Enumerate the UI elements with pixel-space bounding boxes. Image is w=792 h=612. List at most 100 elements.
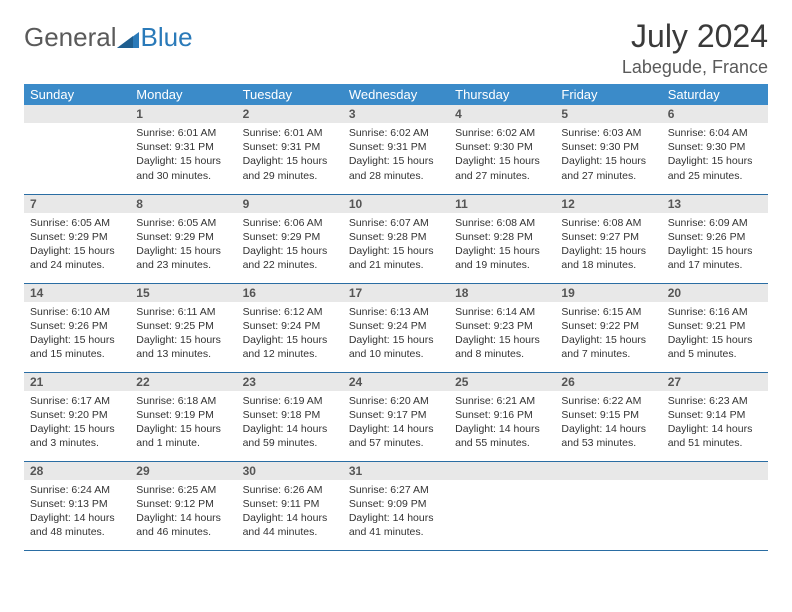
triangle-icon <box>117 24 139 42</box>
daylight-text: Daylight: 14 hours and 57 minutes. <box>349 422 443 450</box>
weekday-header: Friday <box>555 84 661 105</box>
day-details: Sunrise: 6:02 AMSunset: 9:30 PMDaylight:… <box>449 123 555 187</box>
sunrise-text: Sunrise: 6:01 AM <box>243 126 337 140</box>
day-details: Sunrise: 6:18 AMSunset: 9:19 PMDaylight:… <box>130 391 236 455</box>
day-details: Sunrise: 6:22 AMSunset: 9:15 PMDaylight:… <box>555 391 661 455</box>
day-number-value: 17 <box>349 286 362 300</box>
daylight-text: Daylight: 15 hours and 27 minutes. <box>561 154 655 182</box>
sunrise-text: Sunrise: 6:26 AM <box>243 483 337 497</box>
day-number-value: 23 <box>243 375 256 389</box>
day-details: Sunrise: 6:08 AMSunset: 9:27 PMDaylight:… <box>555 213 661 277</box>
calendar-day-cell: 28Sunrise: 6:24 AMSunset: 9:13 PMDayligh… <box>24 461 130 550</box>
calendar-day-cell: 4Sunrise: 6:02 AMSunset: 9:30 PMDaylight… <box>449 105 555 194</box>
sunset-text: Sunset: 9:31 PM <box>349 140 443 154</box>
day-number: 3 <box>343 105 449 123</box>
day-number: 16 <box>237 284 343 302</box>
day-number: 9 <box>237 195 343 213</box>
sunset-text: Sunset: 9:16 PM <box>455 408 549 422</box>
day-number: 1 <box>130 105 236 123</box>
day-details: Sunrise: 6:11 AMSunset: 9:25 PMDaylight:… <box>130 302 236 366</box>
daylight-text: Daylight: 15 hours and 19 minutes. <box>455 244 549 272</box>
calendar-day-cell: 15Sunrise: 6:11 AMSunset: 9:25 PMDayligh… <box>130 283 236 372</box>
day-number-value: 19 <box>561 286 574 300</box>
day-number-value: 20 <box>668 286 681 300</box>
sunset-text: Sunset: 9:23 PM <box>455 319 549 333</box>
calendar-day-cell: 2Sunrise: 6:01 AMSunset: 9:31 PMDaylight… <box>237 105 343 194</box>
sunrise-text: Sunrise: 6:14 AM <box>455 305 549 319</box>
calendar-day-cell: 25Sunrise: 6:21 AMSunset: 9:16 PMDayligh… <box>449 372 555 461</box>
day-number: 28 <box>24 462 130 480</box>
sunset-text: Sunset: 9:24 PM <box>349 319 443 333</box>
weekday-header: Wednesday <box>343 84 449 105</box>
calendar-day-cell: 12Sunrise: 6:08 AMSunset: 9:27 PMDayligh… <box>555 194 661 283</box>
sunrise-text: Sunrise: 6:25 AM <box>136 483 230 497</box>
day-details: Sunrise: 6:23 AMSunset: 9:14 PMDaylight:… <box>662 391 768 455</box>
daylight-text: Daylight: 15 hours and 5 minutes. <box>668 333 762 361</box>
calendar-day-cell: 1Sunrise: 6:01 AMSunset: 9:31 PMDaylight… <box>130 105 236 194</box>
calendar-day-cell: 14Sunrise: 6:10 AMSunset: 9:26 PMDayligh… <box>24 283 130 372</box>
day-number: 25 <box>449 373 555 391</box>
daylight-text: Daylight: 14 hours and 59 minutes. <box>243 422 337 450</box>
sunset-text: Sunset: 9:31 PM <box>243 140 337 154</box>
day-number-value: 9 <box>243 197 250 211</box>
sunrise-text: Sunrise: 6:08 AM <box>455 216 549 230</box>
day-details: Sunrise: 6:21 AMSunset: 9:16 PMDaylight:… <box>449 391 555 455</box>
sunset-text: Sunset: 9:29 PM <box>30 230 124 244</box>
day-details: Sunrise: 6:05 AMSunset: 9:29 PMDaylight:… <box>24 213 130 277</box>
sunset-text: Sunset: 9:30 PM <box>455 140 549 154</box>
daylight-text: Daylight: 15 hours and 13 minutes. <box>136 333 230 361</box>
daylight-text: Daylight: 14 hours and 44 minutes. <box>243 511 337 539</box>
calendar-day-cell: 16Sunrise: 6:12 AMSunset: 9:24 PMDayligh… <box>237 283 343 372</box>
day-number: 7 <box>24 195 130 213</box>
calendar-day-cell: 13Sunrise: 6:09 AMSunset: 9:26 PMDayligh… <box>662 194 768 283</box>
sunset-text: Sunset: 9:12 PM <box>136 497 230 511</box>
daylight-text: Daylight: 15 hours and 8 minutes. <box>455 333 549 361</box>
day-details: Sunrise: 6:02 AMSunset: 9:31 PMDaylight:… <box>343 123 449 187</box>
daylight-text: Daylight: 15 hours and 15 minutes. <box>30 333 124 361</box>
calendar-body: 1Sunrise: 6:01 AMSunset: 9:31 PMDaylight… <box>24 105 768 550</box>
day-details: Sunrise: 6:26 AMSunset: 9:11 PMDaylight:… <box>237 480 343 544</box>
day-number-value: 6 <box>668 107 675 121</box>
day-number: 4 <box>449 105 555 123</box>
calendar-day-cell: 6Sunrise: 6:04 AMSunset: 9:30 PMDaylight… <box>662 105 768 194</box>
day-number: 11 <box>449 195 555 213</box>
day-number-value: 14 <box>30 286 43 300</box>
calendar-day-cell: 26Sunrise: 6:22 AMSunset: 9:15 PMDayligh… <box>555 372 661 461</box>
sunset-text: Sunset: 9:26 PM <box>30 319 124 333</box>
calendar-week-row: 14Sunrise: 6:10 AMSunset: 9:26 PMDayligh… <box>24 283 768 372</box>
daylight-text: Daylight: 15 hours and 7 minutes. <box>561 333 655 361</box>
calendar-day-cell: 8Sunrise: 6:05 AMSunset: 9:29 PMDaylight… <box>130 194 236 283</box>
day-number: 22 <box>130 373 236 391</box>
calendar-day-cell: 7Sunrise: 6:05 AMSunset: 9:29 PMDaylight… <box>24 194 130 283</box>
daylight-text: Daylight: 15 hours and 21 minutes. <box>349 244 443 272</box>
sunrise-text: Sunrise: 6:16 AM <box>668 305 762 319</box>
daylight-text: Daylight: 15 hours and 1 minute. <box>136 422 230 450</box>
day-number-value: 16 <box>243 286 256 300</box>
calendar-day-cell: 19Sunrise: 6:15 AMSunset: 9:22 PMDayligh… <box>555 283 661 372</box>
daylight-text: Daylight: 14 hours and 41 minutes. <box>349 511 443 539</box>
day-details: Sunrise: 6:01 AMSunset: 9:31 PMDaylight:… <box>130 123 236 187</box>
day-number-value: 5 <box>561 107 568 121</box>
calendar-day-cell: 17Sunrise: 6:13 AMSunset: 9:24 PMDayligh… <box>343 283 449 372</box>
sunrise-text: Sunrise: 6:21 AM <box>455 394 549 408</box>
day-number: 24 <box>343 373 449 391</box>
calendar-day-cell: 30Sunrise: 6:26 AMSunset: 9:11 PMDayligh… <box>237 461 343 550</box>
daylight-text: Daylight: 15 hours and 28 minutes. <box>349 154 443 182</box>
calendar-day-cell: 21Sunrise: 6:17 AMSunset: 9:20 PMDayligh… <box>24 372 130 461</box>
day-number-value: 31 <box>349 464 362 478</box>
weekday-header: Tuesday <box>237 84 343 105</box>
sunset-text: Sunset: 9:19 PM <box>136 408 230 422</box>
sunset-text: Sunset: 9:15 PM <box>561 408 655 422</box>
sunset-text: Sunset: 9:24 PM <box>243 319 337 333</box>
daylight-text: Daylight: 15 hours and 30 minutes. <box>136 154 230 182</box>
location-label: Labegude, France <box>622 57 768 78</box>
calendar-day-cell: 20Sunrise: 6:16 AMSunset: 9:21 PMDayligh… <box>662 283 768 372</box>
sunrise-text: Sunrise: 6:08 AM <box>561 216 655 230</box>
sunset-text: Sunset: 9:18 PM <box>243 408 337 422</box>
calendar-day-cell: 18Sunrise: 6:14 AMSunset: 9:23 PMDayligh… <box>449 283 555 372</box>
day-details: Sunrise: 6:14 AMSunset: 9:23 PMDaylight:… <box>449 302 555 366</box>
sunrise-text: Sunrise: 6:20 AM <box>349 394 443 408</box>
sunrise-text: Sunrise: 6:07 AM <box>349 216 443 230</box>
sunrise-text: Sunrise: 6:15 AM <box>561 305 655 319</box>
weekday-header: Sunday <box>24 84 130 105</box>
